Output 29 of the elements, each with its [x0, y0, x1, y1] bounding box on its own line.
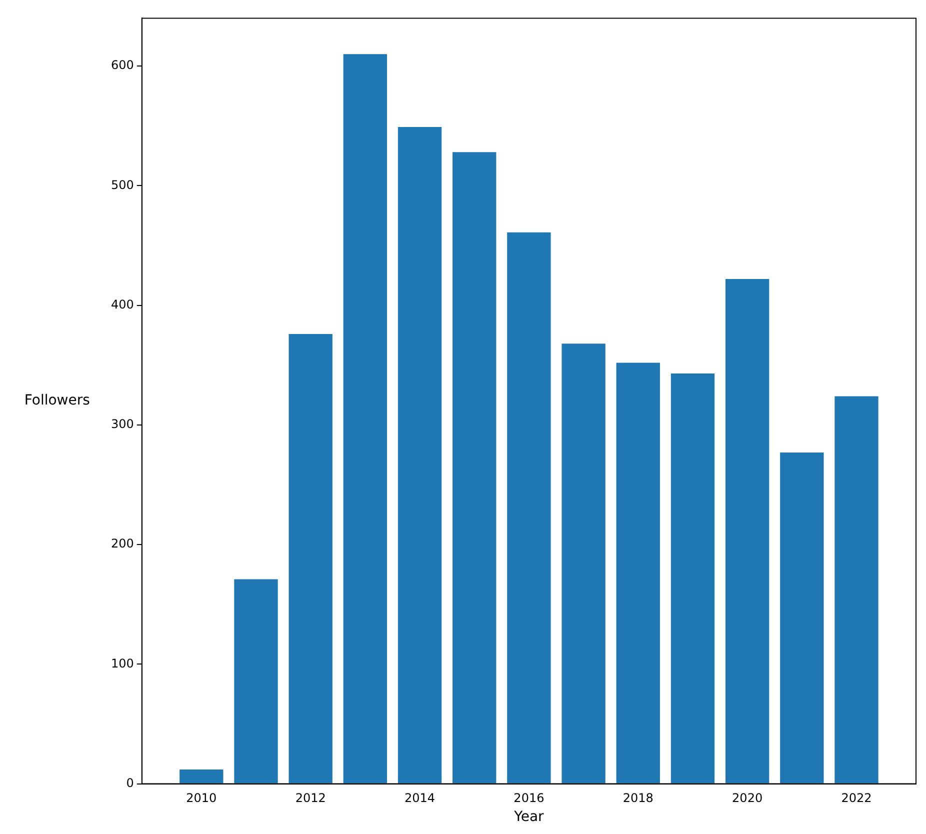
bar [180, 769, 224, 784]
bar [288, 334, 332, 784]
bar [507, 232, 551, 784]
x-tick-label: 2016 [514, 791, 544, 806]
bar [562, 344, 606, 784]
y-tick-label: 300 [111, 417, 134, 432]
bar [398, 127, 442, 784]
y-tick-label: 0 [126, 776, 134, 790]
y-tick-label: 100 [111, 656, 134, 670]
x-tick-label: 2020 [732, 791, 763, 806]
bar [616, 362, 660, 784]
y-tick-label: 600 [111, 58, 134, 72]
x-tick-label: 2022 [841, 791, 872, 806]
x-tick-label: 2012 [295, 791, 326, 806]
x-tick-label: 2010 [186, 791, 217, 806]
y-axis-title: Followers [24, 392, 90, 409]
bar [234, 579, 278, 784]
bar [670, 373, 715, 784]
x-axis-title: Year [513, 809, 544, 826]
bar [834, 396, 878, 784]
bar [725, 278, 770, 784]
x-tick-label: 2018 [622, 791, 654, 806]
bar [780, 452, 824, 784]
bar [452, 152, 496, 784]
bar [343, 54, 388, 784]
y-tick-label: 200 [111, 536, 134, 551]
y-tick-label: 500 [111, 178, 134, 192]
y-tick-label: 400 [111, 297, 134, 312]
x-tick-label: 2014 [404, 791, 436, 806]
